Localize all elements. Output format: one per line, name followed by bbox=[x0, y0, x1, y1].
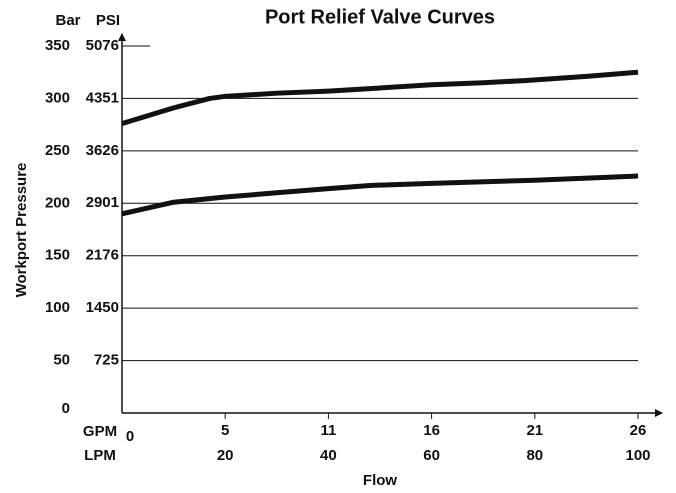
y2-tick-label: 725 bbox=[94, 352, 119, 369]
x2-tick-label: 16 bbox=[423, 422, 440, 439]
y-tick-label: 250 bbox=[45, 142, 70, 159]
y2-tick-label: 2901 bbox=[86, 194, 119, 211]
x-tick-label: 60 bbox=[423, 447, 440, 464]
y2-tick-label: 5076 bbox=[86, 37, 119, 54]
x2-tick-label: 0 bbox=[126, 428, 134, 445]
x2-tick-label: 21 bbox=[526, 422, 543, 439]
y-tick-label: 150 bbox=[45, 247, 70, 264]
y-axis-label: Workport Pressure bbox=[13, 163, 30, 298]
y2-tick-label: 2176 bbox=[86, 247, 119, 264]
x-unit: LPM bbox=[84, 447, 116, 464]
chart-title: Port Relief Valve Curves bbox=[265, 6, 495, 28]
y-tick-label: 50 bbox=[53, 352, 70, 369]
y-tick-label: 200 bbox=[45, 194, 70, 211]
y2-tick-label: 3626 bbox=[86, 142, 119, 159]
y-tick-label: 100 bbox=[45, 299, 70, 316]
x-axis-label: Flow bbox=[363, 472, 397, 489]
y-unit: Bar bbox=[55, 12, 80, 29]
x2-unit: GPM bbox=[83, 423, 117, 440]
x-tick-label: 80 bbox=[526, 447, 543, 464]
y2-tick-label: 1450 bbox=[86, 299, 119, 316]
y-tick-label: 0 bbox=[62, 400, 70, 417]
x2-tick-label: 26 bbox=[630, 422, 647, 439]
line-series bbox=[121, 69, 639, 126]
y-tick-label: 300 bbox=[45, 89, 70, 106]
x-tick-label: 40 bbox=[320, 447, 337, 464]
y2-tick-label: 4351 bbox=[86, 89, 119, 106]
line-series bbox=[121, 173, 639, 217]
y2-unit: PSI bbox=[96, 12, 120, 29]
x-tick-label: 20 bbox=[217, 447, 234, 464]
x-tick-label: 100 bbox=[625, 447, 650, 464]
x2-tick-label: 5 bbox=[221, 422, 229, 439]
y-tick-label: 350 bbox=[45, 37, 70, 54]
x2-tick-label: 11 bbox=[320, 422, 336, 439]
